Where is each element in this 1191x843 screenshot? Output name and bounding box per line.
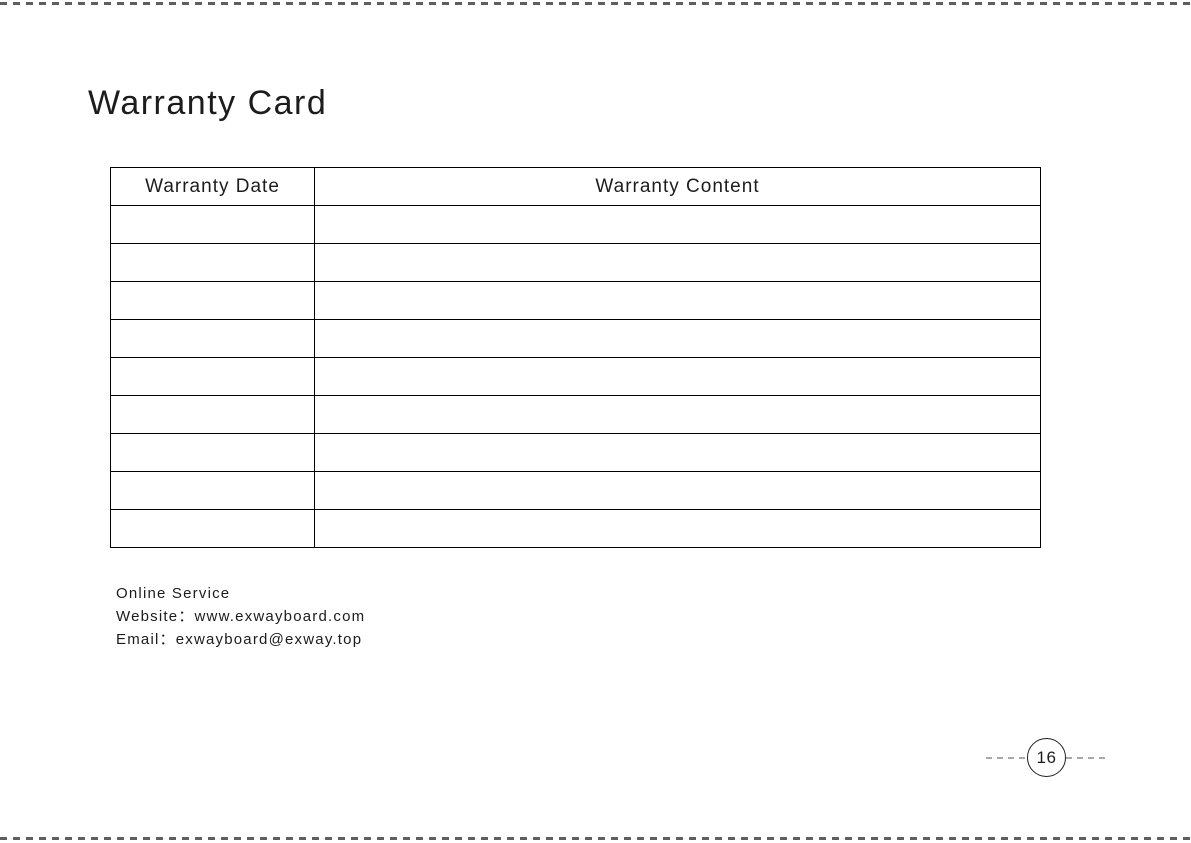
warranty-date-header: Warranty Date — [110, 167, 315, 206]
online-service-label: Online Service — [116, 585, 231, 602]
table-row — [110, 433, 1041, 472]
warranty-date-cell — [110, 433, 315, 472]
warranty-content-cell — [314, 243, 1041, 282]
website-line: Website：www.exwayboard.com — [116, 608, 366, 625]
warranty-date-cell — [110, 509, 315, 548]
warranty-date-cell — [110, 281, 315, 320]
warranty-content-cell — [314, 281, 1041, 320]
warranty-date-cell — [110, 395, 315, 434]
warranty-content-cell — [314, 357, 1041, 396]
table-row — [110, 471, 1041, 510]
table-row — [110, 205, 1041, 244]
warranty-date-cell — [110, 319, 315, 358]
warranty-content-cell — [314, 319, 1041, 358]
table-row — [110, 319, 1041, 358]
table-row — [110, 281, 1041, 320]
marker-dash-right — [1066, 756, 1107, 759]
top-dashed-border — [0, 2, 1191, 5]
marker-dash-left — [986, 756, 1027, 759]
warranty-content-cell — [314, 509, 1041, 548]
page-number-marker: 16 — [986, 738, 1107, 777]
warranty-table-body — [110, 205, 1041, 548]
table-row — [110, 243, 1041, 282]
warranty-date-cell — [110, 357, 315, 396]
table-row — [110, 509, 1041, 548]
table-row — [110, 357, 1041, 396]
contact-block: Online Service Website：www.exwayboard.co… — [116, 582, 365, 651]
warranty-content-cell — [314, 471, 1041, 510]
warranty-content-cell — [314, 205, 1041, 244]
page-number-badge: 16 — [1027, 738, 1066, 777]
page-title: Warranty Card — [88, 84, 328, 122]
warranty-content-cell — [314, 395, 1041, 434]
bottom-dashed-border — [0, 837, 1191, 840]
warranty-table: Warranty Date Warranty Content — [110, 167, 1041, 548]
warranty-date-cell — [110, 243, 315, 282]
warranty-content-cell — [314, 433, 1041, 472]
warranty-date-cell — [110, 205, 315, 244]
email-line: Email：exwayboard@exway.top — [116, 631, 363, 648]
table-header-row: Warranty Date Warranty Content — [110, 167, 1041, 206]
warranty-date-cell — [110, 471, 315, 510]
table-row — [110, 395, 1041, 434]
warranty-content-header: Warranty Content — [314, 167, 1041, 206]
